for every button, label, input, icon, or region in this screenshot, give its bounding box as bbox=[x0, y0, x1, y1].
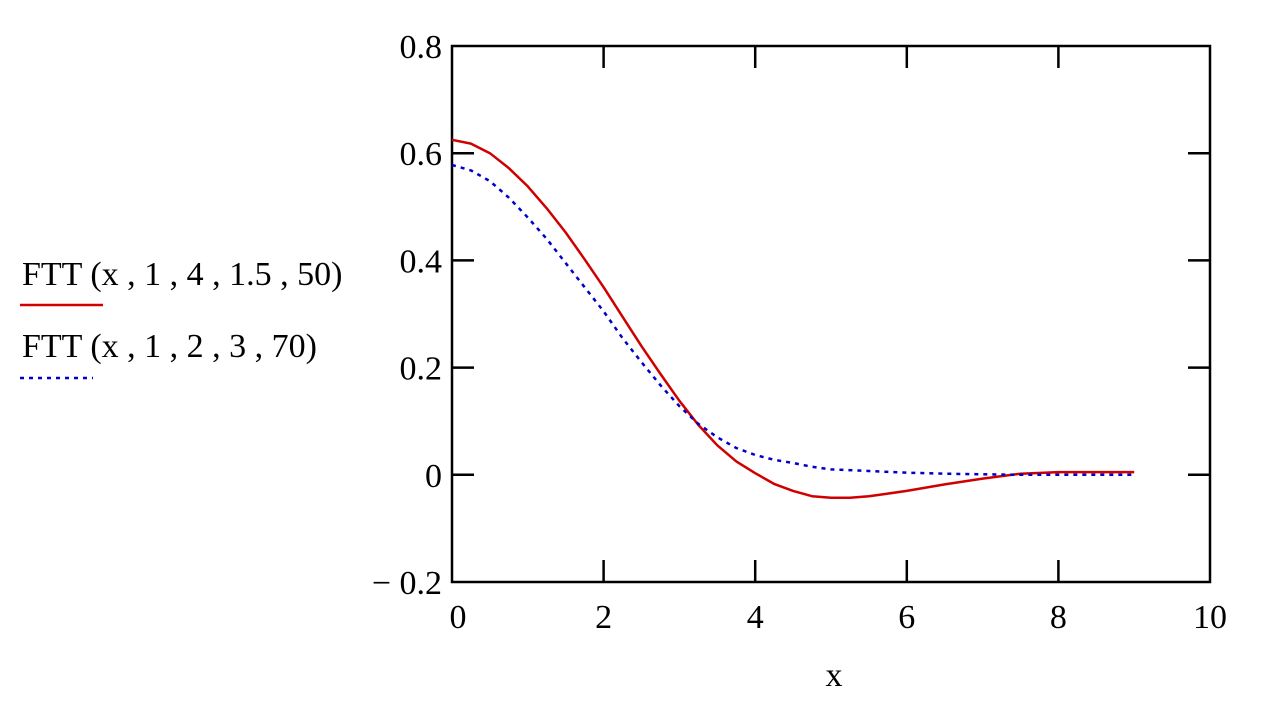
y-tick-label: 0.8 bbox=[400, 29, 443, 66]
legend: FTT (x , 1 , 4 , 1.5 , 50) FTT (x , 1 , … bbox=[20, 256, 342, 380]
y-tick-label: − 0.2 bbox=[372, 565, 442, 602]
x-axis-title: x bbox=[826, 657, 843, 694]
y-tick-label: 0.6 bbox=[400, 136, 443, 173]
x-tick-label: 2 bbox=[595, 599, 612, 636]
axis-ticks bbox=[452, 46, 1210, 582]
series-line-2 bbox=[451, 163, 1135, 477]
plot-frame bbox=[450, 44, 1212, 584]
x-tick-label: 4 bbox=[747, 599, 764, 636]
x-tick-label: 8 bbox=[1050, 599, 1067, 636]
x-tick-label: 0 bbox=[450, 599, 467, 636]
y-tick-label: 0 bbox=[425, 458, 442, 495]
x-tick-label: 6 bbox=[898, 599, 915, 636]
x-tick-label: 10 bbox=[1193, 599, 1227, 636]
legend-label-series-1: FTT (x , 1 , 4 , 1.5 , 50) bbox=[22, 256, 342, 293]
y-tick-label: 0.2 bbox=[400, 351, 443, 388]
y-tick-label: 0.4 bbox=[400, 243, 443, 280]
tick-labels: 0 2 4 6 8 100.80.60.40.20− 0.2 bbox=[372, 29, 1227, 636]
legend-label-series-2: FTT (x , 1 , 2 , 3 , 70) bbox=[22, 328, 317, 365]
series-line-1 bbox=[451, 138, 1135, 500]
series-lines bbox=[451, 138, 1135, 500]
